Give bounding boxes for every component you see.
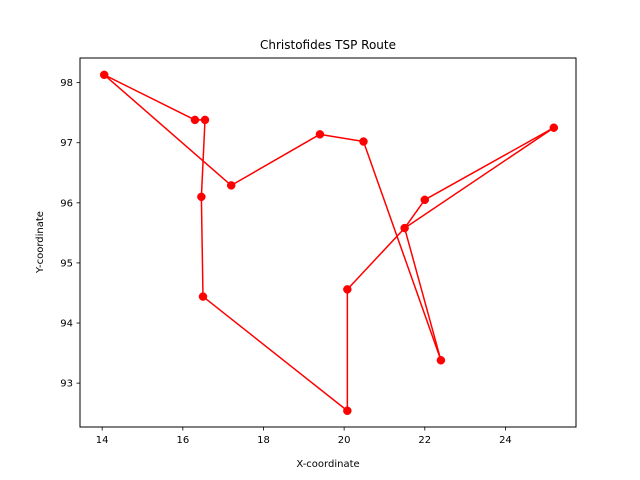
y-axis-label: Y-coordinate bbox=[35, 211, 46, 274]
route-point bbox=[226, 181, 236, 190]
route-segment bbox=[103, 74, 232, 187]
route-segment bbox=[202, 295, 349, 412]
chart-title: Christofides TSP Route bbox=[260, 38, 396, 52]
route-point bbox=[200, 115, 210, 125]
route-segment bbox=[200, 119, 206, 198]
x-tick-label: 24 bbox=[499, 435, 512, 446]
route-segment bbox=[200, 196, 204, 298]
x-tick-label: 22 bbox=[418, 435, 431, 446]
route-point bbox=[343, 285, 352, 294]
route-segment bbox=[403, 227, 442, 362]
x-axis-label: X-coordinate bbox=[296, 459, 359, 470]
axes-frame bbox=[79, 57, 577, 428]
route-segment bbox=[103, 74, 196, 121]
x-tick-label: 18 bbox=[257, 435, 270, 446]
route-segment bbox=[424, 126, 555, 201]
route-segment bbox=[403, 199, 426, 229]
route-segment bbox=[346, 227, 406, 291]
x-tick-label: 16 bbox=[176, 435, 189, 446]
x-tick-label: 20 bbox=[338, 435, 351, 446]
route-segment bbox=[403, 126, 555, 229]
route-point bbox=[190, 115, 200, 125]
route-point bbox=[197, 192, 206, 202]
route-point bbox=[549, 123, 559, 132]
y-tick-label: 95 bbox=[60, 258, 73, 269]
y-tick-label: 94 bbox=[60, 319, 73, 330]
route-segment bbox=[319, 133, 365, 143]
route-point bbox=[359, 137, 368, 146]
axis-ticks: 14 16 18 20 22 24 93 94 95 96 97 98 bbox=[60, 78, 512, 446]
y-tick-label: 97 bbox=[60, 138, 73, 149]
y-tick-label: 98 bbox=[60, 78, 73, 89]
route-point bbox=[99, 70, 109, 80]
y-tick-label: 96 bbox=[60, 198, 73, 209]
y-tick-label: 93 bbox=[60, 379, 73, 390]
route-point bbox=[420, 195, 430, 205]
x-tick-label: 14 bbox=[96, 435, 109, 446]
route-point bbox=[436, 356, 446, 365]
route-segment bbox=[362, 140, 442, 362]
route-point bbox=[198, 292, 208, 301]
route-point bbox=[343, 406, 352, 416]
route-point bbox=[315, 130, 325, 139]
route-segment bbox=[230, 133, 321, 187]
plot-area bbox=[99, 70, 559, 416]
route-point bbox=[400, 223, 409, 233]
